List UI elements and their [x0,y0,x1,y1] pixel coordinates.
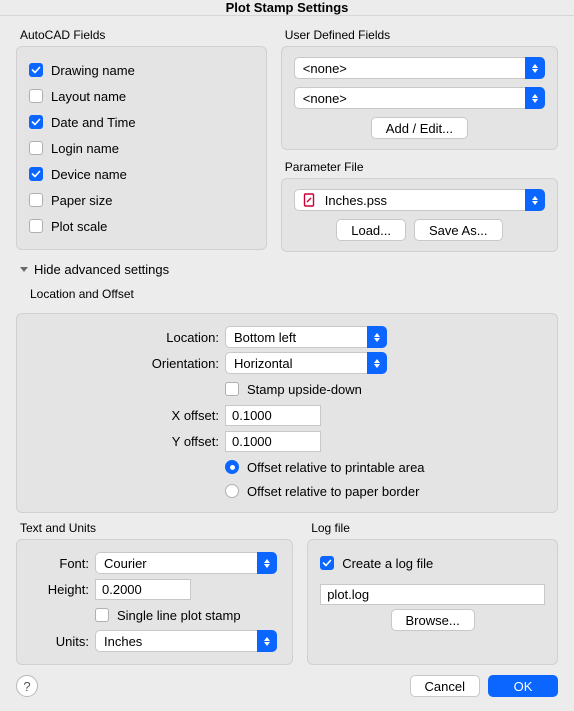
parameter-file-label: Parameter File [281,160,558,174]
x-offset-label: X offset: [29,408,219,423]
chevron-down-icon [20,267,28,272]
autocad-field-checkbox[interactable]: Paper size [29,187,254,213]
create-log-checkbox[interactable]: Create a log file [320,550,545,576]
checkbox-icon [29,219,43,233]
chevron-updown-icon [257,552,277,574]
offset-paper-label: Offset relative to paper border [247,484,419,499]
radio-icon [225,484,239,498]
autocad-field-checkbox[interactable]: Drawing name [29,57,254,83]
offset-printable-radio[interactable]: Offset relative to printable area [225,456,425,478]
user-field-1-value: <none> [294,57,545,79]
advanced-toggle[interactable]: Hide advanced settings [16,260,558,279]
plot-stamp-settings-window: Plot Stamp Settings AutoCAD Fields Drawi… [0,0,574,678]
log-filename-input[interactable] [320,584,545,605]
autocad-field-checkbox[interactable]: Plot scale [29,213,254,239]
autocad-field-checkbox[interactable]: Layout name [29,83,254,109]
autocad-field-label: Layout name [51,89,126,104]
units-select[interactable]: Inches [95,630,277,652]
y-offset-label: Y offset: [29,434,219,449]
autocad-fields-panel: Drawing name Layout name Date and Time Logi… [16,46,267,250]
chevron-updown-icon [525,189,545,211]
height-input[interactable] [95,579,191,600]
user-field-1-select[interactable]: <none> [294,57,545,79]
checkbox-icon [29,115,43,129]
autocad-field-label: Device name [51,167,127,182]
browse-button[interactable]: Browse... [391,609,475,631]
checkbox-icon [225,382,239,396]
location-offset-panel: Location: Bottom left Orientation: Horiz… [16,313,558,513]
checkbox-icon [95,608,109,622]
stamp-upside-down-label: Stamp upside-down [247,382,362,397]
checkbox-icon [29,63,43,77]
window-content: AutoCAD Fields Drawing name Layout name Da… [0,16,574,665]
log-file-label: Log file [307,521,558,535]
location-value: Bottom left [225,326,387,348]
offset-printable-label: Offset relative to printable area [247,460,425,475]
parameter-file-select[interactable]: Inches.pss [294,189,545,211]
location-select[interactable]: Bottom left [225,326,387,348]
cancel-button[interactable]: Cancel [410,675,480,697]
font-select[interactable]: Courier [95,552,277,574]
checkbox-icon [320,556,334,570]
help-button[interactable]: ? [16,675,38,697]
stamp-upside-down-checkbox[interactable]: Stamp upside-down [225,376,362,402]
autocad-field-label: Drawing name [51,63,135,78]
window-title: Plot Stamp Settings [0,0,574,16]
file-icon [303,193,317,207]
autocad-fields-label: AutoCAD Fields [16,28,267,42]
x-offset-input[interactable] [225,405,321,426]
orientation-label: Orientation: [29,356,219,371]
user-defined-panel: <none> <none> Add / Edit... [281,46,558,150]
chevron-updown-icon [367,326,387,348]
autocad-field-label: Paper size [51,193,112,208]
font-label: Font: [29,556,89,571]
single-line-checkbox[interactable]: Single line plot stamp [95,602,241,628]
font-value: Courier [95,552,277,574]
autocad-field-label: Login name [51,141,119,156]
chevron-updown-icon [525,57,545,79]
location-label: Location: [29,330,219,345]
checkbox-icon [29,89,43,103]
chevron-updown-icon [525,87,545,109]
chevron-updown-icon [257,630,277,652]
ok-button[interactable]: OK [488,675,558,697]
user-field-2-select[interactable]: <none> [294,87,545,109]
user-field-2-value: <none> [294,87,545,109]
create-log-label: Create a log file [342,556,433,571]
user-defined-label: User Defined Fields [281,28,558,42]
add-edit-button[interactable]: Add / Edit... [371,117,468,139]
location-offset-label: Location and Offset [16,287,558,301]
text-units-panel: Font: Courier Height: [16,539,293,665]
orientation-value: Horizontal [225,352,387,374]
units-value: Inches [95,630,277,652]
autocad-field-checkbox[interactable]: Login name [29,135,254,161]
height-label: Height: [29,582,89,597]
autocad-field-checkbox[interactable]: Device name [29,161,254,187]
text-units-label: Text and Units [16,521,293,535]
chevron-updown-icon [367,352,387,374]
units-label: Units: [29,634,89,649]
autocad-field-label: Plot scale [51,219,107,234]
checkbox-icon [29,167,43,181]
y-offset-input[interactable] [225,431,321,452]
orientation-select[interactable]: Horizontal [225,352,387,374]
parameter-file-name: Inches.pss [325,193,387,208]
offset-paper-radio[interactable]: Offset relative to paper border [225,480,419,502]
parameter-file-panel: Inches.pss Load... Save As... [281,178,558,252]
single-line-label: Single line plot stamp [117,608,241,623]
checkbox-icon [29,141,43,155]
save-as-button[interactable]: Save As... [414,219,503,241]
autocad-field-checkbox[interactable]: Date and Time [29,109,254,135]
load-button[interactable]: Load... [336,219,406,241]
footer: ? Cancel OK [0,665,574,711]
log-file-panel: Create a log file Browse... [307,539,558,665]
radio-icon [225,460,239,474]
checkbox-icon [29,193,43,207]
advanced-toggle-label: Hide advanced settings [34,262,169,277]
autocad-field-label: Date and Time [51,115,136,130]
